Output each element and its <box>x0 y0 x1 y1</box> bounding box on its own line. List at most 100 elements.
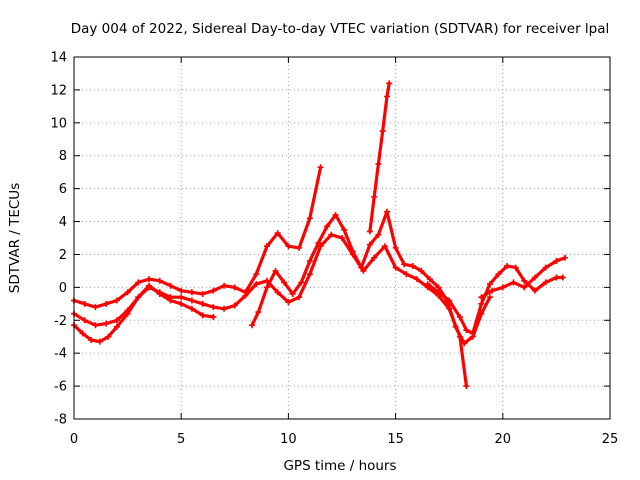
data-point <box>146 282 153 289</box>
data-point <box>339 235 345 241</box>
data-point <box>124 289 131 296</box>
data-point <box>79 330 86 337</box>
data-point <box>489 287 496 294</box>
data-point <box>426 276 433 283</box>
x-axis-label: GPS time / hours <box>283 458 396 474</box>
data-point <box>281 279 288 286</box>
data-point <box>113 317 120 324</box>
data-point <box>366 241 373 248</box>
data-point <box>463 383 470 390</box>
data-point <box>521 277 528 284</box>
data-point <box>504 262 511 269</box>
data-point <box>341 226 348 233</box>
data-point <box>384 208 391 215</box>
data-point <box>452 323 459 330</box>
data-point <box>414 276 421 283</box>
x-tick-label: 15 <box>387 432 404 447</box>
data-point <box>92 322 99 329</box>
data-point <box>221 282 228 289</box>
data-point <box>274 230 281 237</box>
data-point <box>371 254 378 261</box>
data-point <box>403 271 410 278</box>
data-point <box>105 333 112 340</box>
x-axis-ticks: 0 5 10 15 20 25 <box>70 57 618 447</box>
data-point <box>296 244 303 251</box>
data-point <box>188 305 195 312</box>
data-point <box>379 128 386 135</box>
data-point <box>81 317 88 324</box>
data-point <box>103 320 110 327</box>
y-tick-label: 0 <box>59 281 67 296</box>
data-point <box>401 261 408 268</box>
data-point <box>146 276 153 283</box>
data-point <box>199 290 206 297</box>
data-point <box>210 304 217 311</box>
plot-frame <box>73 56 611 420</box>
x-tick-label: 20 <box>495 432 512 447</box>
data-point <box>561 254 568 261</box>
x-tick-label: 10 <box>280 432 297 447</box>
data-point <box>360 267 367 274</box>
data-point <box>446 297 453 304</box>
data-point <box>323 223 330 230</box>
data-point <box>469 330 476 337</box>
series-arc-6 <box>426 264 565 335</box>
data-point <box>375 231 382 238</box>
data-point <box>559 274 566 281</box>
data-point <box>542 264 549 271</box>
data-point <box>178 300 185 307</box>
data-point <box>199 300 206 307</box>
data-point <box>263 284 270 291</box>
data-point <box>375 160 382 167</box>
data-point <box>242 292 249 299</box>
data-point <box>531 274 538 281</box>
y-tick-label: -2 <box>54 314 67 329</box>
x-tick-label: 5 <box>177 432 185 447</box>
data-point <box>81 300 88 307</box>
data-point <box>463 327 470 334</box>
data-point <box>188 289 195 296</box>
data-point <box>553 274 560 281</box>
data-point <box>328 231 335 238</box>
data-point <box>263 243 270 250</box>
data-point <box>435 289 442 296</box>
data-point <box>113 297 120 304</box>
data-point <box>381 243 388 250</box>
y-axis-ticks: -8 -6 -4 -2 0 2 4 6 8 10 12 14 <box>50 51 610 428</box>
y-tick-label: 6 <box>59 182 67 197</box>
data-point <box>486 294 493 301</box>
x-tick-label: 25 <box>602 432 619 447</box>
data-point <box>96 338 103 345</box>
data-point <box>495 271 502 278</box>
data-point <box>478 294 485 301</box>
data-point <box>231 284 238 291</box>
data-point <box>255 309 262 316</box>
data-point <box>332 211 339 218</box>
data-point <box>317 164 324 171</box>
data-point <box>135 279 142 286</box>
data-point <box>289 290 296 297</box>
data-point <box>231 302 238 309</box>
data-point <box>386 80 393 87</box>
data-point <box>188 297 195 304</box>
data-point <box>553 258 560 265</box>
data-point <box>486 281 493 288</box>
data-point <box>384 93 391 100</box>
data-point <box>167 297 174 304</box>
chart-title: Day 004 of 2022, Sidereal Day-to-day VTE… <box>71 21 610 37</box>
data-point <box>521 284 528 291</box>
grid-lines <box>74 57 610 419</box>
data-point <box>156 277 163 284</box>
y-tick-label: -8 <box>54 413 67 428</box>
x-tick-label: 0 <box>70 432 78 447</box>
data-point <box>88 337 95 344</box>
data-point <box>285 243 292 250</box>
data-point <box>103 300 110 307</box>
data-point <box>499 284 506 291</box>
y-tick-label: 12 <box>50 83 67 98</box>
data-point <box>366 228 373 235</box>
data-point <box>210 287 217 294</box>
data-point <box>113 323 120 330</box>
data-point <box>272 267 279 274</box>
